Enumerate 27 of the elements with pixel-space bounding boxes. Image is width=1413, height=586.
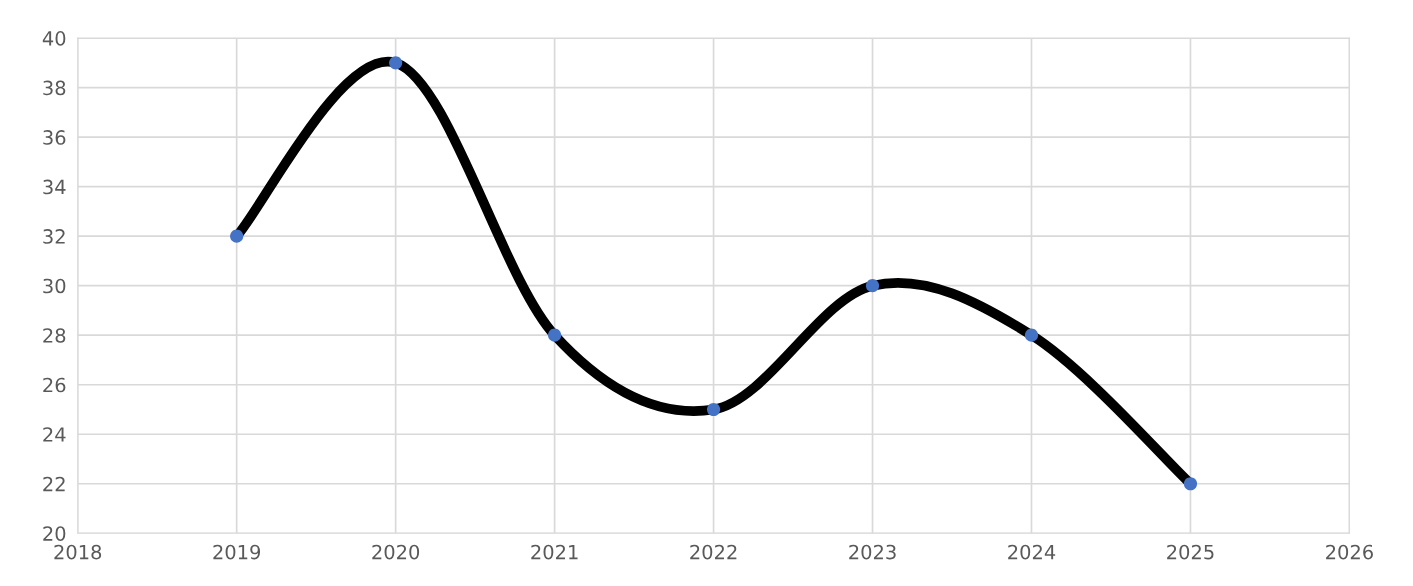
point (389, 56, 403, 70)
y-tick-label: 24 (43, 427, 66, 442)
y-tick-label: 28 (43, 328, 66, 343)
x-tick-label: 2018 (54, 544, 102, 560)
y-tick-label: 36 (43, 130, 66, 145)
point (706, 402, 721, 417)
x-tick-label: 2022 (690, 544, 737, 560)
point (548, 328, 562, 342)
y-tick-label: 38 (43, 80, 66, 96)
point (1024, 328, 1039, 342)
point (1183, 477, 1198, 491)
y-tick-label: 40 (42, 31, 66, 46)
point (230, 229, 244, 243)
y-tick-label: 20 (43, 526, 66, 541)
x-tick-label: 2024 (1008, 544, 1056, 560)
x-tick-label: 2019 (213, 544, 261, 560)
y-tick-label: 34 (43, 179, 66, 195)
x-tick-label: 2025 (1167, 544, 1214, 560)
y-tick-label: 22 (43, 476, 65, 492)
x-tick-label: 2023 (849, 544, 896, 560)
x-tick-label: 2026 (1326, 544, 1373, 560)
x-tick-label: 2020 (372, 544, 420, 560)
x-tick-label: 2021 (531, 544, 578, 560)
point (865, 279, 880, 293)
y-tick-label: 30 (43, 278, 66, 294)
y-tick-label: 26 (43, 377, 66, 393)
y-tick-label: 32 (43, 229, 65, 244)
